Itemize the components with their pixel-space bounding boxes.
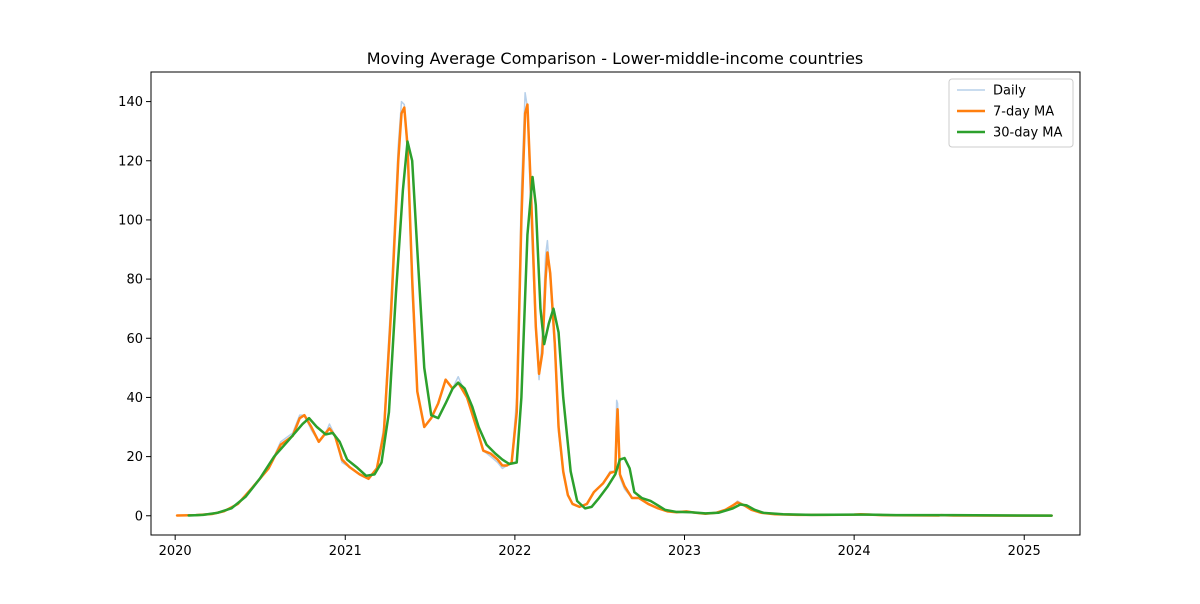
y-tick-label: 20: [126, 450, 143, 465]
x-tick-label: 2022: [498, 544, 531, 559]
legend-label-7-day-ma: 7-day MA: [993, 105, 1054, 120]
legend-box: [948, 78, 1074, 148]
y-tick-label: 120: [118, 154, 143, 169]
y-tick-label: 80: [126, 273, 143, 288]
plot-frame: [150, 71, 1081, 536]
x-tick-label: 2021: [329, 544, 362, 559]
series-line-daily: [176, 91, 1053, 517]
y-tick-label: 40: [126, 391, 143, 406]
x-tick-label: 2024: [838, 544, 871, 559]
x-tick-label: 2023: [668, 544, 701, 559]
x-tick-label: 2020: [159, 544, 192, 559]
series-layer: [175, 91, 1053, 517]
y-axis: 0 20 40 60 80 100 120 140: [118, 95, 151, 524]
chart-title: Moving Average Comparison - Lower-middle…: [367, 49, 864, 68]
y-tick-label: 140: [118, 95, 143, 110]
y-tick-label: 0: [135, 509, 143, 524]
y-tick-label: 100: [118, 213, 143, 228]
legend-label-30-day-ma: 30-day MA: [993, 126, 1062, 141]
x-axis: 2020 2021 2022 2023 2024 2025: [159, 535, 1041, 559]
legend: Daily 7-day MA 30-day MA: [948, 78, 1074, 148]
legend-label-daily: Daily: [993, 84, 1026, 99]
series-line-30-day-ma: [187, 140, 1053, 517]
y-tick-label: 60: [126, 332, 143, 347]
x-tick-label: 2025: [1008, 544, 1041, 559]
series-line-7-day-ma: [175, 103, 1053, 517]
